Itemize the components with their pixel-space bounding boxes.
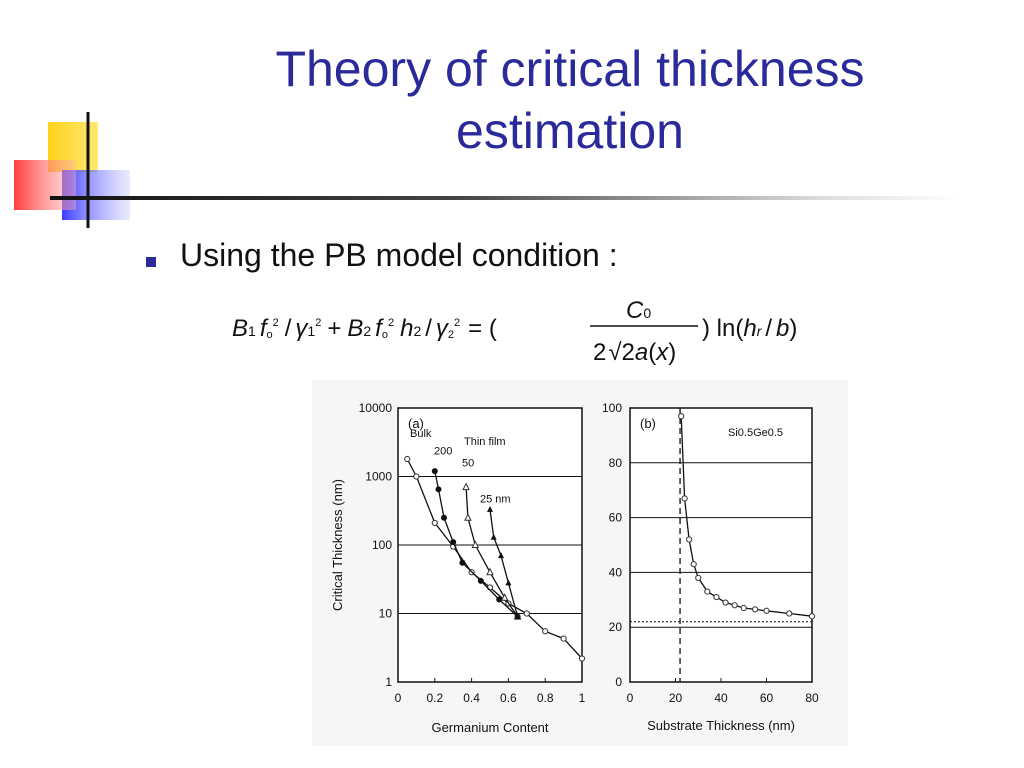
panel-a-point: [462, 482, 470, 491]
panel-b-point: [808, 613, 816, 620]
panel-b-point: [786, 610, 793, 617]
panel-b-point: [690, 561, 697, 568]
slide-title-line1: Theory of critical thickness: [275, 41, 865, 97]
panel-a-xtick-label: 0.8: [537, 691, 554, 705]
panel-a-annotation: Thin film: [464, 436, 506, 448]
panel-a-point: [514, 613, 521, 620]
panel-a-xtick-label: 1: [579, 691, 586, 705]
panel-a-point: [471, 540, 480, 548]
panel-a-series-line: [434, 470, 519, 618]
panel-a-xtick-label: 0: [395, 691, 402, 705]
panel-a-point: [542, 628, 549, 635]
panel-a-point: [435, 486, 442, 493]
eq-lhs: B1 fo2/γ12 + B2 fo2 h2/γ22 = (: [232, 315, 497, 342]
panel-b-xtick-label: 20: [669, 691, 683, 705]
panel-a-annotation: Bulk: [410, 428, 432, 440]
eq-rhs: ) ln(hr / b): [702, 315, 797, 342]
panel-b-point: [763, 607, 770, 614]
panel-a-point: [560, 635, 567, 642]
panel-b-frame: [629, 407, 813, 683]
bullet-marker: [146, 257, 156, 267]
panel-a-point: [441, 514, 447, 521]
panel-b-point: [704, 588, 711, 595]
panel-b-xlabel: Substrate Thickness (nm): [647, 718, 795, 733]
panel-a-ytick-label: 10000: [359, 401, 393, 415]
panel-b-ytick-label: 40: [609, 565, 623, 579]
panel-b-ytick-label: 20: [609, 620, 623, 634]
bullet-text: Using the PB model condition :: [180, 237, 618, 273]
panel-a-point: [431, 519, 438, 527]
panel-a-label: (a): [408, 416, 424, 431]
panel-a-point: [578, 655, 586, 662]
panel-a-point: [523, 610, 530, 617]
panel-b-point: [686, 536, 693, 543]
panel-a-series-line: [465, 487, 519, 617]
panel-a-point: [413, 473, 420, 480]
panel-a-point: [464, 513, 472, 521]
panel-b-point: [678, 413, 685, 420]
panel-a-xtick-label: 0.2: [426, 691, 443, 705]
panel-a-ytick-label: 1: [385, 675, 392, 689]
panel-b-ytick-label: 100: [602, 401, 622, 415]
panel-a-point: [431, 468, 438, 475]
panel-a-ytick-label: 10: [379, 607, 393, 621]
title-decoration: [14, 112, 130, 228]
panel-b-ytick-label: 60: [609, 511, 623, 525]
panel-b-point: [731, 602, 738, 609]
panel-b-xtick-label: 80: [805, 691, 819, 705]
panel-a-xtick-label: 0.6: [500, 691, 517, 705]
panel-b-ytick-label: 0: [615, 675, 622, 689]
panel-b-xtick-label: 40: [714, 691, 728, 705]
panel-a-annotation: 200: [434, 445, 452, 457]
pb-model-equation: B1 fo2/γ12 + B2 fo2 h2/γ22 = ( C0 2√2a(x) ) ln…: [232, 297, 797, 366]
panel-b-point: [722, 599, 729, 606]
slide-title-line2: estimation: [456, 103, 684, 159]
panel-a-point: [498, 552, 505, 559]
critical-thickness-figure: 1 10 100 1000 10000 0 0.2 0.4 0.6 0.8 1 Germanium C…: [312, 380, 848, 746]
deco-red-square: [14, 160, 76, 210]
panel-b-ytick-label: 80: [609, 456, 623, 470]
panel-a-point: [477, 577, 484, 584]
panel-a-point: [450, 539, 457, 546]
panel-a-ytick-label: 100: [372, 538, 392, 552]
panel-a-point: [459, 559, 466, 566]
panel-b-point: [713, 593, 720, 601]
panel-a-xtick-label: 0.4: [463, 691, 480, 705]
eq-numerator: C0: [626, 297, 651, 324]
panel-a-point: [486, 567, 494, 576]
eq-denominator: 2√2a(x): [593, 339, 676, 366]
panel-a-point: [500, 593, 509, 601]
panel-b-point: [695, 574, 702, 581]
panel-a-ylabel: Critical Thickness (nm): [330, 479, 345, 611]
panel-a-point: [496, 596, 503, 603]
slide-title: Theory of critical thickness estimation: [170, 38, 970, 162]
panel-b-point: [681, 495, 688, 502]
panel-b-point: [740, 604, 747, 612]
panel-a-point: [487, 505, 493, 512]
panel-a-ytick-label: 1000: [365, 470, 392, 484]
panel-b-annotation: Si0.5Ge0.5: [728, 427, 783, 439]
panel-a-point: [505, 579, 512, 586]
panel-b-point: [752, 606, 759, 613]
panel-a-annotation: 25 nm: [480, 493, 511, 505]
panel-b-xtick-label: 60: [760, 691, 774, 705]
panel-b-xtick-label: 0: [627, 691, 634, 705]
panel-a-point: [404, 455, 411, 463]
title-underline: [50, 196, 960, 200]
panel-b-label: (b): [640, 416, 656, 431]
panel-a-point: [490, 533, 497, 540]
panel-a-xlabel: Germanium Content: [431, 720, 548, 735]
panel-a-annotation: 50: [462, 457, 474, 469]
